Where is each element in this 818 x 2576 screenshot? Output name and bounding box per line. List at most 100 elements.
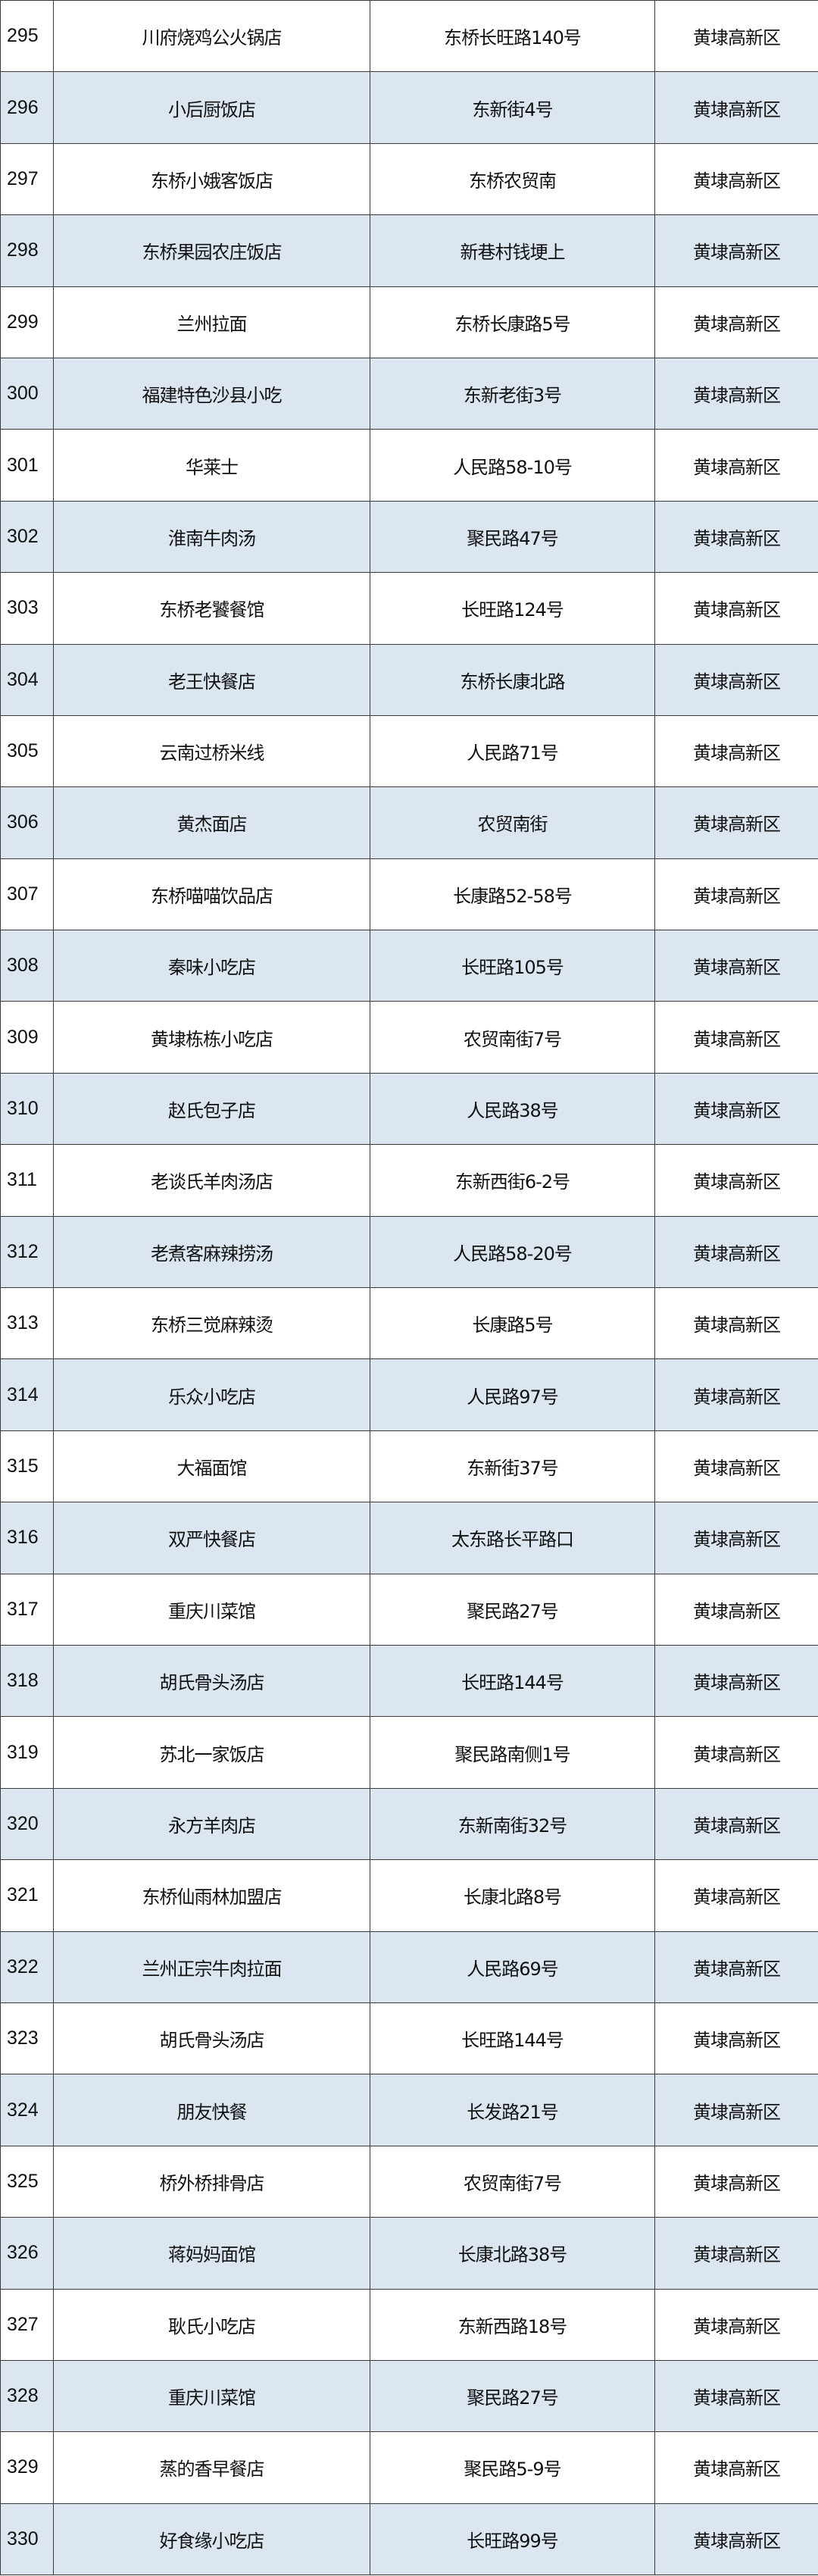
table-row: 327 耿氏小吃店 东新西路18号 黄埭高新区	[0, 2288, 818, 2361]
restaurant-address-cell: 长旺路99号	[370, 2503, 655, 2576]
row-number-cell: 311	[0, 1144, 54, 1217]
row-number-cell: 329	[0, 2431, 54, 2504]
district-cell: 黄埭高新区	[654, 1215, 818, 1289]
district-cell: 黄埭高新区	[654, 429, 818, 502]
restaurant-name-cell: 老谈氏羊肉汤店	[53, 1144, 370, 1217]
restaurant-address-cell: 东新西街6-2号	[370, 1144, 655, 1217]
table-row: 297 东桥小娥客饭店 东桥农贸南 黄埭高新区	[0, 142, 818, 216]
district-cell: 黄埭高新区	[654, 0, 818, 73]
district-cell: 黄埭高新区	[654, 286, 818, 358]
restaurant-address-cell: 东新南街32号	[370, 1787, 655, 1861]
district-cell: 黄埭高新区	[654, 858, 818, 931]
restaurant-address-cell: 农贸南街	[370, 786, 655, 859]
restaurant-address-cell: 农贸南街7号	[370, 2145, 655, 2218]
table-row: 312 老煮客麻辣捞汤 人民路58-20号 黄埭高新区	[0, 1215, 818, 1289]
restaurant-address-cell: 新巷村钱埂上	[370, 214, 655, 287]
restaurant-name-cell: 大福面馆	[53, 1430, 370, 1503]
table-row: 323 胡氏骨头汤店 长旺路144号 黄埭高新区	[0, 2002, 818, 2075]
restaurant-address-cell: 聚民路南侧1号	[370, 1716, 655, 1789]
restaurant-address-cell: 聚民路27号	[370, 2359, 655, 2433]
restaurant-address-cell: 聚民路5-9号	[370, 2431, 655, 2504]
restaurant-name-cell: 重庆川菜馆	[53, 2359, 370, 2433]
row-number-cell: 324	[0, 2074, 54, 2146]
restaurant-name-cell: 兰州拉面	[53, 286, 370, 358]
restaurant-address-cell: 聚民路27号	[370, 1573, 655, 1646]
restaurant-address-cell: 人民路69号	[370, 1930, 655, 2003]
restaurant-name-cell: 乐众小吃店	[53, 1358, 370, 1431]
restaurant-address-cell: 人民路71号	[370, 714, 655, 788]
row-number-cell: 314	[0, 1358, 54, 1431]
restaurant-name-cell: 东桥喵喵饮品店	[53, 858, 370, 931]
row-number-cell: 305	[0, 714, 54, 788]
restaurant-address-cell: 长旺路144号	[370, 2002, 655, 2075]
restaurant-name-cell: 苏北一家饭店	[53, 1716, 370, 1789]
district-cell: 黄埭高新区	[654, 500, 818, 574]
restaurant-name-cell: 小后厨饭店	[53, 71, 370, 144]
restaurant-name-cell: 朋友快餐	[53, 2074, 370, 2146]
district-cell: 黄埭高新区	[654, 2074, 818, 2146]
table-row: 296 小后厨饭店 东新街4号 黄埭高新区	[0, 71, 818, 144]
restaurant-address-cell: 农贸南街7号	[370, 1001, 655, 1074]
restaurant-address-cell: 长旺路105号	[370, 930, 655, 1002]
row-number-cell: 326	[0, 2217, 54, 2290]
district-cell: 黄埭高新区	[654, 1716, 818, 1789]
restaurant-name-cell: 重庆川菜馆	[53, 1573, 370, 1646]
restaurant-name-cell: 胡氏骨头汤店	[53, 2002, 370, 2075]
table-row: 315 大福面馆 东新街37号 黄埭高新区	[0, 1430, 818, 1503]
row-number-cell: 327	[0, 2288, 54, 2361]
district-cell: 黄埭高新区	[654, 1930, 818, 2003]
district-cell: 黄埭高新区	[654, 1502, 818, 1574]
district-cell: 黄埭高新区	[654, 2431, 818, 2504]
table-row: 307 东桥喵喵饮品店 长康路52-58号 黄埭高新区	[0, 858, 818, 931]
district-cell: 黄埭高新区	[654, 1358, 818, 1431]
row-number-cell: 310	[0, 1072, 54, 1146]
district-cell: 黄埭高新区	[654, 2002, 818, 2075]
table-row: 320 永方羊肉店 东新南街32号 黄埭高新区	[0, 1787, 818, 1861]
district-cell: 黄埭高新区	[654, 643, 818, 716]
restaurant-name-cell: 淮南牛肉汤	[53, 500, 370, 574]
table-row: 301 华莱士 人民路58-10号 黄埭高新区	[0, 429, 818, 502]
row-number-cell: 298	[0, 214, 54, 287]
row-number-cell: 306	[0, 786, 54, 859]
restaurant-address-cell: 东桥长旺路140号	[370, 0, 655, 73]
table-row: 316 双严快餐店 太东路长平路口 黄埭高新区	[0, 1502, 818, 1574]
row-number-cell: 296	[0, 71, 54, 144]
restaurant-address-cell: 东桥农贸南	[370, 142, 655, 216]
restaurant-address-cell: 东桥长康路5号	[370, 286, 655, 358]
district-cell: 黄埭高新区	[654, 357, 818, 430]
district-cell: 黄埭高新区	[654, 714, 818, 788]
district-cell: 黄埭高新区	[654, 1144, 818, 1217]
restaurant-name-cell: 云南过桥米线	[53, 714, 370, 788]
table-row: 311 老谈氏羊肉汤店 东新西街6-2号 黄埭高新区	[0, 1144, 818, 1217]
district-cell: 黄埭高新区	[654, 930, 818, 1002]
district-cell: 黄埭高新区	[654, 2359, 818, 2433]
table-row: 317 重庆川菜馆 聚民路27号 黄埭高新区	[0, 1573, 818, 1646]
table-row: 308 秦味小吃店 长旺路105号 黄埭高新区	[0, 930, 818, 1002]
table-row: 328 重庆川菜馆 聚民路27号 黄埭高新区	[0, 2359, 818, 2433]
restaurant-address-cell: 长康北路8号	[370, 1859, 655, 1932]
row-number-cell: 304	[0, 643, 54, 716]
restaurant-address-cell: 长康路5号	[370, 1287, 655, 1360]
table-row: 329 蒸的香早餐店 聚民路5-9号 黄埭高新区	[0, 2431, 818, 2504]
restaurant-address-cell: 长康北路38号	[370, 2217, 655, 2290]
district-cell: 黄埭高新区	[654, 214, 818, 287]
row-number-cell: 302	[0, 500, 54, 574]
restaurant-name-cell: 福建特色沙县小吃	[53, 357, 370, 430]
district-cell: 黄埭高新区	[654, 1072, 818, 1146]
row-number-cell: 321	[0, 1859, 54, 1932]
table-row: 295 川府烧鸡公火锅店 东桥长旺路140号 黄埭高新区	[0, 0, 818, 73]
table-row: 299 兰州拉面 东桥长康路5号 黄埭高新区	[0, 286, 818, 358]
restaurant-name-cell: 黄埭栋栋小吃店	[53, 1001, 370, 1074]
district-cell: 黄埭高新区	[654, 1287, 818, 1360]
table-row: 309 黄埭栋栋小吃店 农贸南街7号 黄埭高新区	[0, 1001, 818, 1074]
restaurant-name-cell: 双严快餐店	[53, 1502, 370, 1574]
district-cell: 黄埭高新区	[654, 142, 818, 216]
restaurant-name-cell: 东桥三觉麻辣烫	[53, 1287, 370, 1360]
row-number-cell: 322	[0, 1930, 54, 2003]
row-number-cell: 323	[0, 2002, 54, 2075]
district-cell: 黄埭高新区	[654, 2145, 818, 2218]
table-row: 302 淮南牛肉汤 聚民路47号 黄埭高新区	[0, 500, 818, 574]
row-number-cell: 297	[0, 142, 54, 216]
district-cell: 黄埭高新区	[654, 1430, 818, 1503]
